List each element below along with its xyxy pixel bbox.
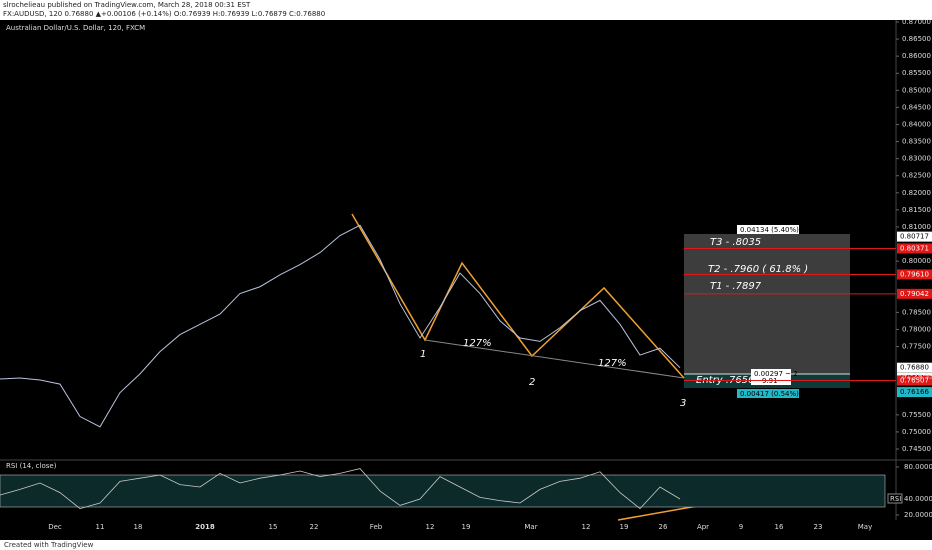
y-tick-label: 0.78000: [902, 325, 931, 333]
x-tick-label: 2018: [195, 523, 215, 531]
y-tick-label: 0.83500: [902, 138, 931, 146]
price-tag-label: 0.79610: [900, 270, 929, 278]
y-tick-label: 0.74500: [902, 445, 931, 453]
target-label: T1 - .7897: [710, 281, 762, 292]
x-tick-label: Dec: [48, 523, 62, 531]
x-tick-label: 26: [659, 523, 668, 531]
y-tick-label: 0.86000: [902, 52, 931, 60]
price-tag: [897, 375, 932, 386]
price-line: [0, 224, 681, 428]
chart-bg: [0, 20, 932, 540]
target-zone: [684, 234, 850, 374]
price-tag-label: 0.76166: [900, 388, 929, 396]
header-bar: [0, 0, 932, 20]
y-tick-label: 0.86500: [902, 35, 931, 43]
box-info-text: 0.04134 (5.40%) 1.08: [740, 226, 817, 234]
y-tick-label: 0.75500: [902, 411, 931, 419]
symbol-line: FX:AUDUSD, 120 0.76880 ▲+0.00106 (+0.14%…: [3, 10, 325, 18]
y-tick-label: 0.83000: [902, 155, 931, 163]
countdown: 01:29:53: [902, 373, 932, 381]
price-tag: [897, 231, 932, 242]
price-tag: [897, 269, 932, 280]
x-tick-label: 12: [582, 523, 591, 531]
x-tick-label: 15: [269, 523, 278, 531]
y-tick-label: 0.78500: [902, 308, 931, 316]
rsi-title: RSI (14, close): [6, 462, 57, 470]
price-tag-label: 0.76507: [900, 376, 929, 384]
price-tag: [897, 362, 932, 373]
extension-label: 127%: [463, 338, 492, 349]
rsi-band: [0, 474, 886, 508]
y-tick-label: 0.82500: [902, 172, 931, 180]
footer: Created with TradingView: [4, 541, 94, 549]
x-tick-label: May: [858, 523, 872, 531]
y-tick-label: 0.80000: [902, 257, 931, 265]
target-label: T2 - .7960 ( 61.8% ): [708, 264, 808, 275]
x-tick-label: 16: [775, 523, 784, 531]
x-tick-label: 19: [620, 523, 629, 531]
box-info-text: 0.00297 ~ 2: [754, 370, 798, 378]
x-tick-label: 22: [310, 523, 319, 531]
wave-label: 3: [680, 398, 686, 409]
price-tag-label: 0.79042: [900, 290, 929, 298]
extension-label: 127%: [598, 358, 627, 369]
price-tag-label: 0.76880: [900, 364, 929, 372]
box-info: [737, 225, 799, 234]
chart-title: Australian Dollar/U.S. Dollar, 120, FXCM: [6, 24, 145, 32]
x-tick-label: 12: [426, 523, 435, 531]
box-info-text: 0.00417 (0.54%) 0.99: [740, 390, 817, 398]
y-tick-label: 0.81000: [902, 223, 931, 231]
x-tick-label: Mar: [524, 523, 537, 531]
price-tag: [897, 387, 932, 398]
x-tick-label: 9: [739, 523, 743, 531]
price-tag: [897, 288, 932, 299]
rsi-line: [0, 468, 681, 510]
y-tick-label: 0.75000: [902, 428, 931, 436]
y-tick-label: 0.85000: [902, 86, 931, 94]
price-tag-label: 0.80717: [900, 233, 929, 241]
x-tick-label: 23: [814, 523, 823, 531]
trend-line: [424, 339, 685, 379]
rsi-tick-label: 20.0000: [904, 511, 932, 519]
wave-label: 1: [420, 349, 426, 360]
wave-drawing: [351, 213, 685, 379]
y-tick-label: 0.82000: [902, 189, 931, 197]
box-info: [751, 369, 791, 385]
y-tick-label: 0.85500: [902, 69, 931, 77]
y-tick-label: 0.84000: [902, 120, 931, 128]
publisher: slrochelieau published on TradingView.co…: [3, 1, 251, 9]
rsi-divergence-line: [617, 504, 704, 521]
wave-label: 2: [529, 377, 535, 388]
target-label: T3 - .8035: [710, 237, 761, 248]
rsi-tag: [887, 493, 903, 504]
box-info-text: 9.91: [762, 377, 778, 385]
box-info: [737, 389, 799, 398]
footer-bar: [0, 540, 932, 550]
y-tick-label: 0.77500: [902, 343, 931, 351]
y-tick-label: 0.84500: [902, 103, 931, 111]
y-tick-label: 0.87000: [902, 18, 931, 26]
price-tag-label: 0.80371: [900, 244, 929, 252]
rsi-tick-label: 40.0000: [904, 495, 932, 503]
x-tick-label: 11: [96, 523, 105, 531]
rsi-tick-label: 80.0000: [904, 463, 932, 471]
rsi-tag-text: RSI: [890, 495, 901, 503]
x-tick-label: Apr: [697, 523, 709, 531]
price-tag: [897, 243, 932, 254]
x-tick-label: Feb: [370, 523, 383, 531]
y-tick-label: 0.81500: [902, 206, 931, 214]
x-tick-label: 19: [462, 523, 471, 531]
x-tick-label: 18: [134, 523, 143, 531]
